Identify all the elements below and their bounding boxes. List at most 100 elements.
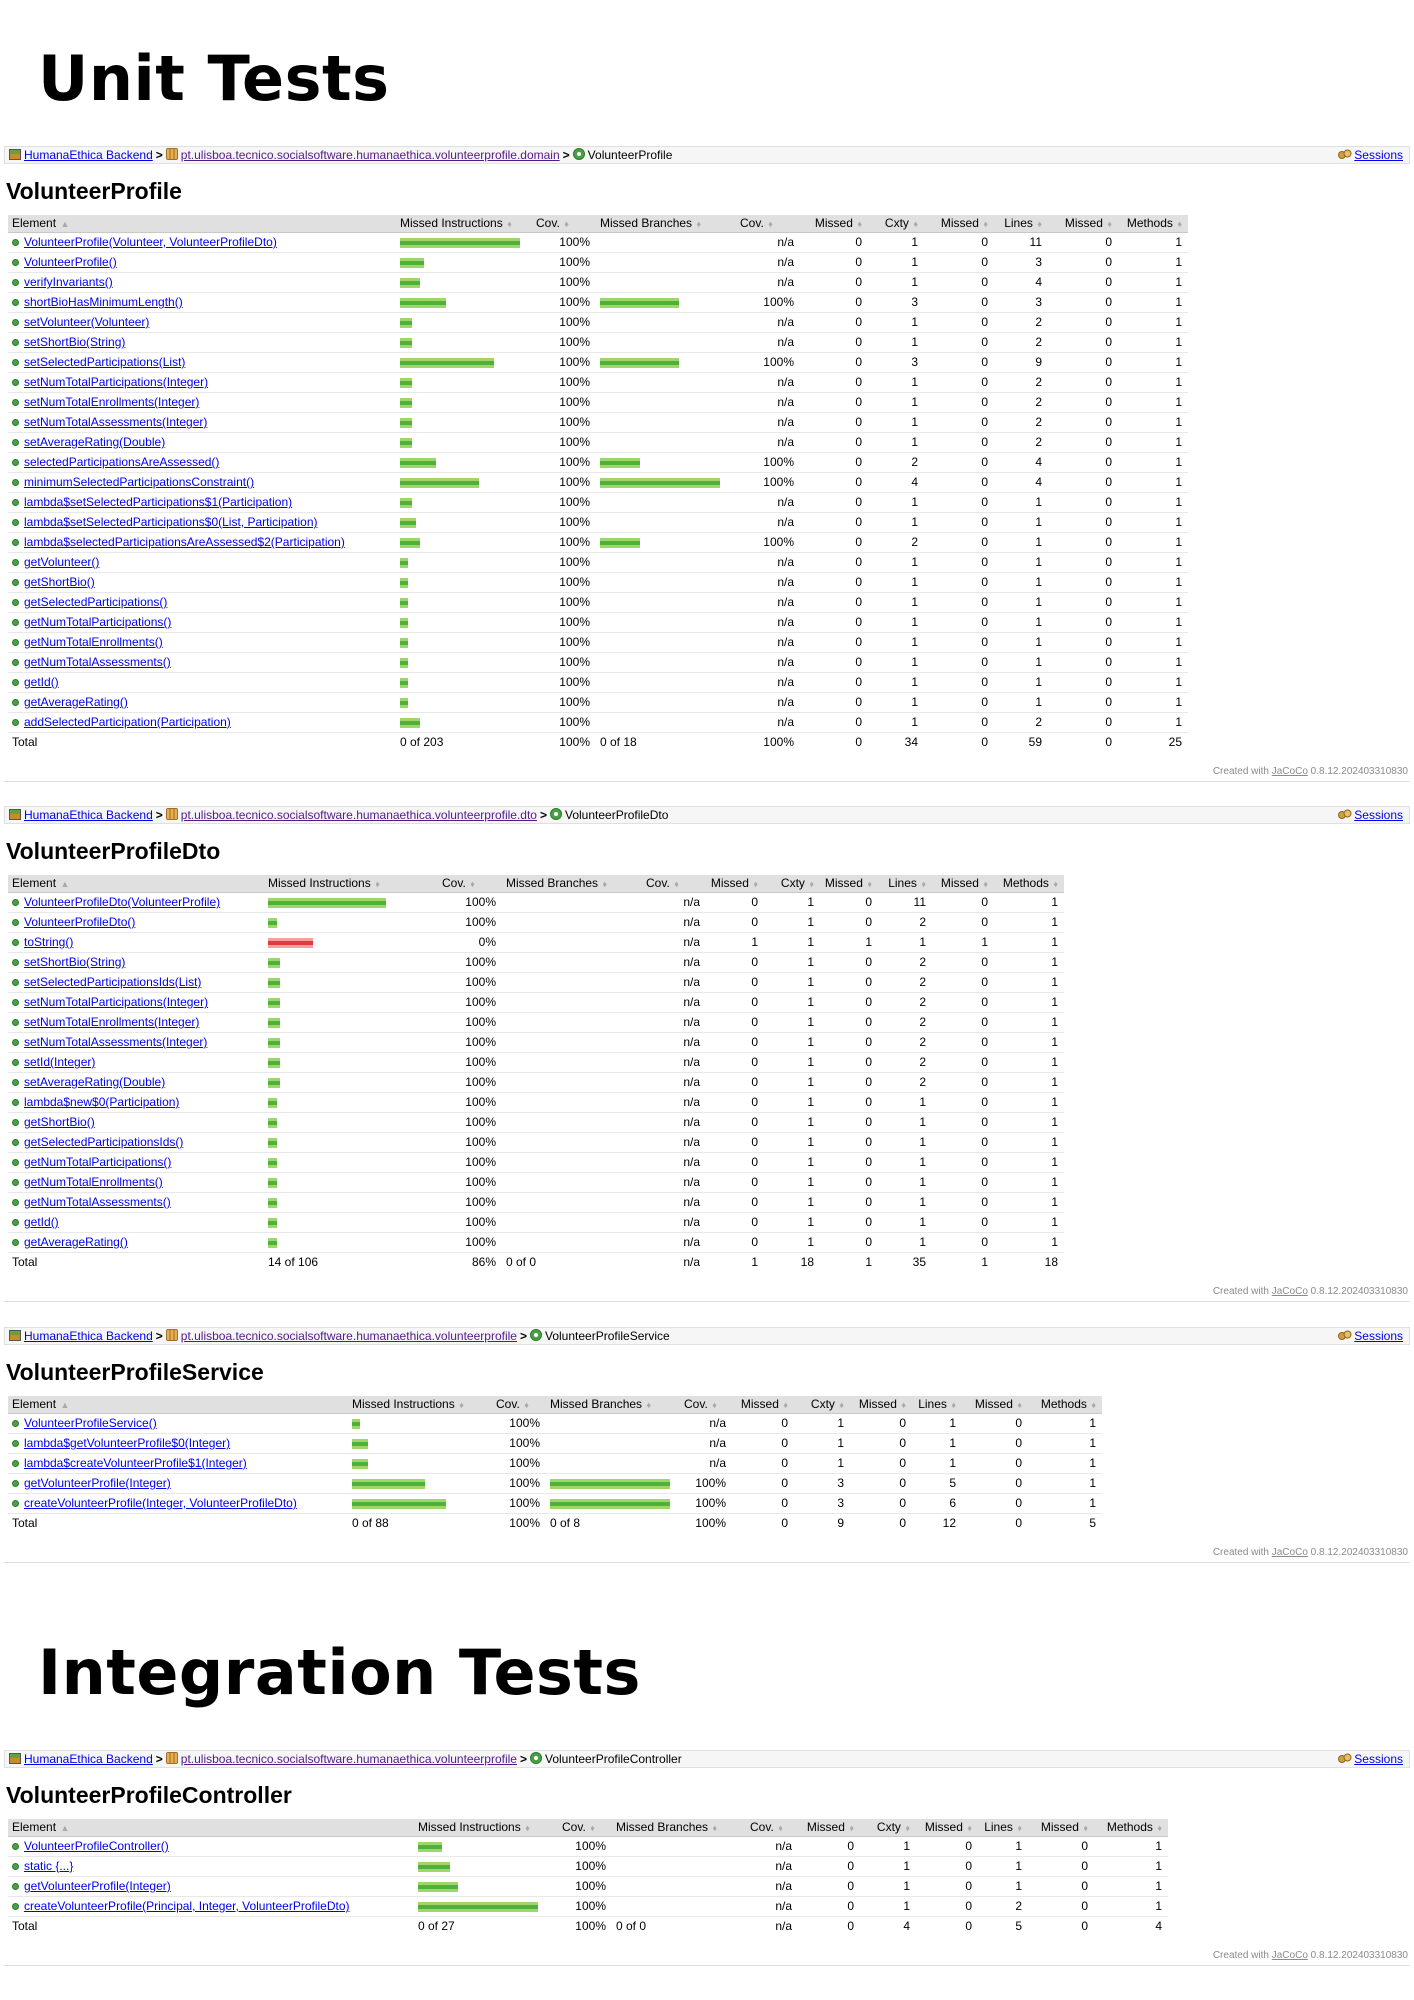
breadcrumb-package-link[interactable]: pt.ulisboa.tecnico.socialsoftware.humana…: [180, 1752, 517, 1766]
column-header[interactable]: Element ▲: [8, 1819, 414, 1837]
column-header[interactable]: Cxty ♦: [794, 1396, 850, 1414]
column-header[interactable]: Element ▲: [8, 215, 396, 233]
method-link[interactable]: lambda$setSelectedParticipations$0(List,…: [24, 515, 318, 529]
column-header[interactable]: Cov. ♦: [746, 1819, 798, 1837]
column-header[interactable]: Missed Instructions ♦: [348, 1396, 492, 1414]
column-header[interactable]: Lines ♦: [994, 215, 1048, 233]
column-header[interactable]: Missed ♦: [916, 1819, 978, 1837]
breadcrumb-package-link[interactable]: pt.ulisboa.tecnico.socialsoftware.humana…: [180, 148, 560, 162]
column-header[interactable]: Methods ♦: [1094, 1819, 1168, 1837]
method-link[interactable]: setSelectedParticipationsIds(List): [24, 975, 202, 989]
method-link[interactable]: verifyInvariants(): [24, 275, 113, 289]
method-link[interactable]: getAverageRating(): [24, 695, 128, 709]
jacoco-link[interactable]: JaCoCo: [1271, 766, 1308, 777]
column-header[interactable]: Missed ♦: [800, 215, 868, 233]
method-link[interactable]: setAverageRating(Double): [24, 1075, 166, 1089]
column-header[interactable]: Missed Instructions ♦: [264, 875, 438, 893]
method-link[interactable]: setNumTotalEnrollments(Integer): [24, 1015, 200, 1029]
method-link[interactable]: lambda$selectedParticipationsAreAssessed…: [24, 535, 345, 549]
method-link[interactable]: getNumTotalEnrollments(): [24, 635, 163, 649]
column-header[interactable]: Cov. ♦: [492, 1396, 546, 1414]
method-link[interactable]: setAverageRating(Double): [24, 435, 166, 449]
method-link[interactable]: VolunteerProfileController(): [24, 1839, 169, 1853]
column-header[interactable]: Missed ♦: [706, 875, 764, 893]
column-header[interactable]: Missed ♦: [850, 1396, 912, 1414]
breadcrumb-package-link[interactable]: pt.ulisboa.tecnico.socialsoftware.humana…: [180, 1329, 517, 1343]
method-link[interactable]: setNumTotalAssessments(Integer): [24, 415, 208, 429]
method-link[interactable]: setId(Integer): [24, 1055, 96, 1069]
method-link[interactable]: getNumTotalEnrollments(): [24, 1175, 163, 1189]
sessions-link[interactable]: Sessions: [1354, 808, 1403, 822]
column-header[interactable]: Missed ♦: [1048, 215, 1118, 233]
column-header[interactable]: Lines ♦: [912, 1396, 962, 1414]
method-link[interactable]: lambda$getVolunteerProfile$0(Integer): [24, 1436, 231, 1450]
column-header[interactable]: Element ▲: [8, 1396, 348, 1414]
sessions-link[interactable]: Sessions: [1354, 148, 1403, 162]
method-link[interactable]: addSelectedParticipation(Participation): [24, 715, 231, 729]
method-link[interactable]: setNumTotalEnrollments(Integer): [24, 395, 200, 409]
method-link[interactable]: selectedParticipationsAreAssessed(): [24, 455, 220, 469]
method-link[interactable]: setShortBio(String): [24, 335, 126, 349]
method-link[interactable]: setVolunteer(Volunteer): [24, 315, 150, 329]
method-link[interactable]: getNumTotalAssessments(): [24, 1195, 171, 1209]
method-link[interactable]: setNumTotalParticipations(Integer): [24, 375, 209, 389]
method-link[interactable]: setNumTotalParticipations(Integer): [24, 995, 209, 1009]
column-header[interactable]: Missed ♦: [932, 875, 994, 893]
column-header[interactable]: Methods ♦: [1028, 1396, 1102, 1414]
method-link[interactable]: minimumSelectedParticipationsConstraint(…: [24, 475, 255, 489]
method-link[interactable]: VolunteerProfileDto(): [24, 915, 136, 929]
column-header[interactable]: Cxty ♦: [860, 1819, 916, 1837]
method-link[interactable]: getSelectedParticipations(): [24, 595, 168, 609]
method-link[interactable]: getVolunteerProfile(Integer): [24, 1476, 171, 1490]
jacoco-link[interactable]: JaCoCo: [1271, 1547, 1308, 1558]
method-link[interactable]: getNumTotalParticipations(): [24, 1155, 172, 1169]
column-header[interactable]: Missed Instructions ♦: [396, 215, 532, 233]
method-link[interactable]: createVolunteerProfile(Principal, Intege…: [24, 1899, 350, 1913]
jacoco-link[interactable]: JaCoCo: [1271, 1950, 1308, 1961]
method-link[interactable]: getVolunteerProfile(Integer): [24, 1879, 171, 1893]
method-link[interactable]: setSelectedParticipations(List): [24, 355, 186, 369]
column-header[interactable]: Cov. ♦: [438, 875, 502, 893]
column-header[interactable]: Missed ♦: [820, 875, 878, 893]
method-link[interactable]: toString(): [24, 935, 74, 949]
breadcrumb-report-link[interactable]: HumanaEthica Backend: [24, 808, 153, 822]
column-header[interactable]: Cov. ♦: [680, 1396, 732, 1414]
method-link[interactable]: VolunteerProfile(Volunteer, VolunteerPro…: [24, 235, 277, 249]
method-link[interactable]: getShortBio(): [24, 575, 95, 589]
method-link[interactable]: getNumTotalParticipations(): [24, 615, 172, 629]
column-header[interactable]: Cxty ♦: [764, 875, 820, 893]
method-link[interactable]: VolunteerProfileDto(VolunteerProfile): [24, 895, 221, 909]
column-header[interactable]: Lines ♦: [978, 1819, 1028, 1837]
method-link[interactable]: createVolunteerProfile(Integer, Voluntee…: [24, 1496, 297, 1510]
column-header[interactable]: Missed ♦: [798, 1819, 860, 1837]
sessions-link[interactable]: Sessions: [1354, 1329, 1403, 1343]
column-header[interactable]: Cov. ♦: [532, 215, 596, 233]
method-link[interactable]: lambda$setSelectedParticipations$1(Parti…: [24, 495, 293, 509]
column-header[interactable]: Missed ♦: [1028, 1819, 1094, 1837]
column-header[interactable]: Element ▲: [8, 875, 264, 893]
column-header[interactable]: Missed Instructions ♦: [414, 1819, 558, 1837]
column-header[interactable]: Cov. ♦: [642, 875, 706, 893]
column-header[interactable]: Methods ♦: [994, 875, 1064, 893]
column-header[interactable]: Missed ♦: [962, 1396, 1028, 1414]
column-header[interactable]: Missed Branches ♦: [502, 875, 642, 893]
method-link[interactable]: VolunteerProfileService(): [24, 1416, 157, 1430]
method-link[interactable]: getShortBio(): [24, 1115, 95, 1129]
column-header[interactable]: Missed ♦: [732, 1396, 794, 1414]
method-link[interactable]: getNumTotalAssessments(): [24, 655, 171, 669]
column-header[interactable]: Missed Branches ♦: [612, 1819, 746, 1837]
method-link[interactable]: getId(): [24, 1215, 59, 1229]
method-link[interactable]: lambda$createVolunteerProfile$1(Integer): [24, 1456, 247, 1470]
method-link[interactable]: VolunteerProfile(): [24, 255, 117, 269]
breadcrumb-package-link[interactable]: pt.ulisboa.tecnico.socialsoftware.humana…: [180, 808, 537, 822]
breadcrumb-report-link[interactable]: HumanaEthica Backend: [24, 1329, 153, 1343]
column-header[interactable]: Missed Branches ♦: [546, 1396, 680, 1414]
column-header[interactable]: Missed Branches ♦: [596, 215, 736, 233]
method-link[interactable]: lambda$new$0(Participation): [24, 1095, 180, 1109]
column-header[interactable]: Missed ♦: [924, 215, 994, 233]
sessions-link[interactable]: Sessions: [1354, 1752, 1403, 1766]
method-link[interactable]: getVolunteer(): [24, 555, 100, 569]
jacoco-link[interactable]: JaCoCo: [1271, 1286, 1308, 1297]
method-link[interactable]: static {...}: [24, 1859, 74, 1873]
column-header[interactable]: Cov. ♦: [558, 1819, 612, 1837]
